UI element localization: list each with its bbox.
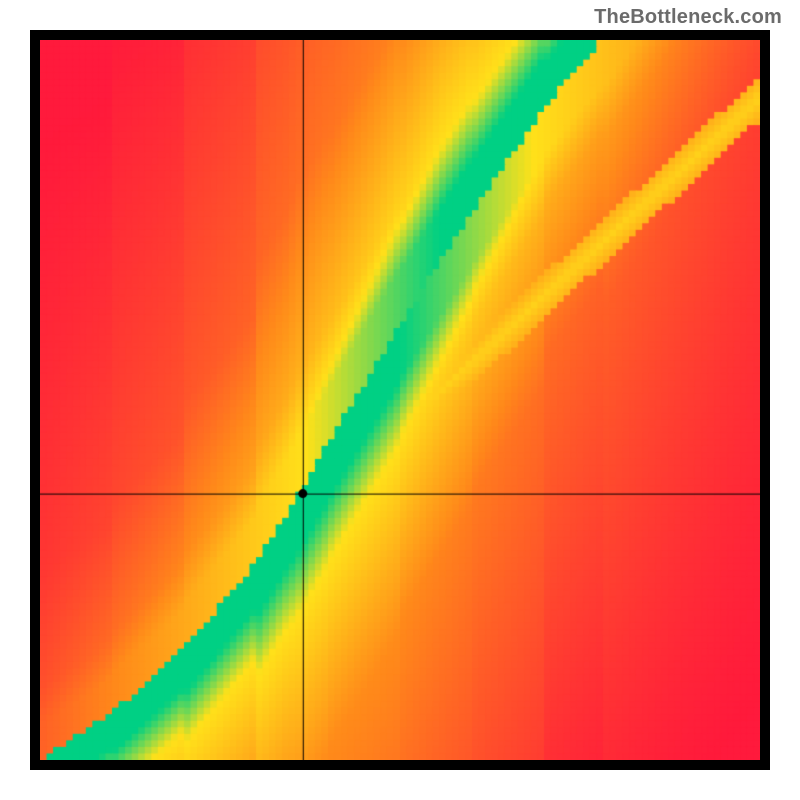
plot-frame xyxy=(30,30,770,770)
watermark-text: TheBottleneck.com xyxy=(594,6,782,29)
heatmap-canvas xyxy=(40,40,760,760)
